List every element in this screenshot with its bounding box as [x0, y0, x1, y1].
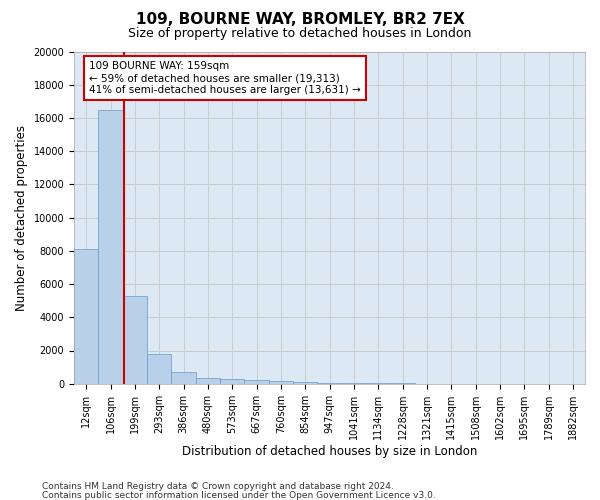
- Bar: [147, 354, 172, 384]
- Text: 109, BOURNE WAY, BROMLEY, BR2 7EX: 109, BOURNE WAY, BROMLEY, BR2 7EX: [136, 12, 464, 28]
- Bar: [196, 378, 220, 384]
- Bar: [122, 296, 147, 384]
- Bar: [74, 249, 98, 384]
- Bar: [269, 380, 293, 384]
- Bar: [341, 383, 366, 384]
- X-axis label: Distribution of detached houses by size in London: Distribution of detached houses by size …: [182, 444, 477, 458]
- Bar: [98, 110, 122, 384]
- Bar: [293, 382, 317, 384]
- Text: 109 BOURNE WAY: 159sqm
← 59% of detached houses are smaller (19,313)
41% of semi: 109 BOURNE WAY: 159sqm ← 59% of detached…: [89, 62, 361, 94]
- Text: Size of property relative to detached houses in London: Size of property relative to detached ho…: [128, 28, 472, 40]
- Bar: [244, 380, 269, 384]
- Text: Contains public sector information licensed under the Open Government Licence v3: Contains public sector information licen…: [42, 490, 436, 500]
- Bar: [172, 372, 196, 384]
- Y-axis label: Number of detached properties: Number of detached properties: [15, 124, 28, 310]
- Bar: [317, 382, 341, 384]
- Text: Contains HM Land Registry data © Crown copyright and database right 2024.: Contains HM Land Registry data © Crown c…: [42, 482, 394, 491]
- Bar: [220, 379, 244, 384]
